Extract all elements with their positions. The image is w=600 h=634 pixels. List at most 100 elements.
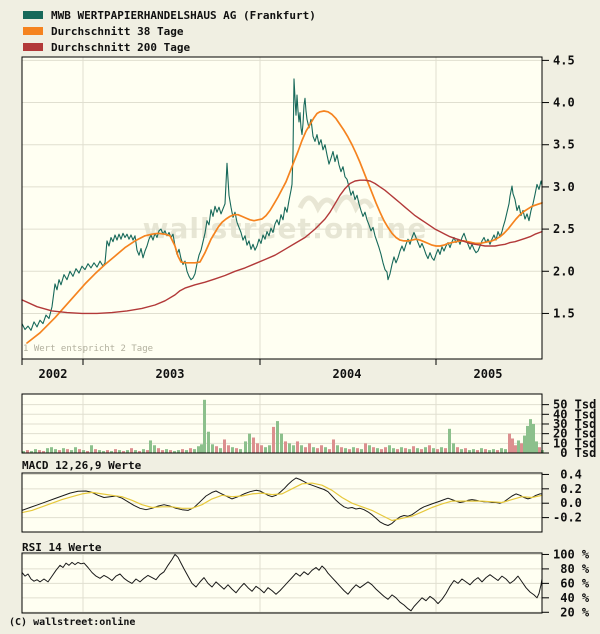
volume-bar [50, 447, 53, 453]
volume-bar [74, 447, 77, 453]
volume-bar [62, 448, 65, 453]
volume-bar [468, 450, 471, 453]
volume-bar [153, 445, 156, 453]
volume-bar [420, 449, 423, 453]
volume-bar [66, 449, 69, 453]
volume-bar [252, 437, 255, 453]
volume-bar [58, 450, 61, 453]
volume-bar [90, 445, 93, 453]
volume-bar [400, 447, 403, 453]
main-y-tick-label: 3.0 [553, 180, 575, 194]
ma38-color-swatch [23, 27, 43, 35]
volume-bar [348, 449, 351, 453]
watermark-logo-icon [297, 194, 375, 214]
volume-bar [203, 399, 206, 453]
macd-y-tick-label: 0.0 [553, 496, 582, 510]
volume-bar [70, 450, 73, 453]
volume-y-tick-label: 30 Tsd [553, 417, 596, 431]
volume-bar [308, 443, 311, 453]
volume-bar [161, 450, 164, 453]
volume-bar [408, 449, 411, 453]
volume-bar [78, 449, 81, 453]
volume-bar [235, 448, 238, 453]
watermark-text: wallstreet:online [143, 212, 428, 245]
panel-border [21, 56, 543, 360]
volume-bar [332, 439, 335, 453]
volume-bar [340, 447, 343, 453]
volume-y-tick-label: 10 Tsd [553, 436, 596, 450]
volume-bar [26, 450, 29, 453]
legend-item-price: MWB WERTPAPIERHANDELSHAUS AG (Frankfurt) [23, 7, 316, 23]
volume-bar [296, 441, 299, 453]
volume-bar [157, 448, 160, 453]
legend-label-price: MWB WERTPAPIERHANDELSHAUS AG (Frankfurt) [51, 8, 316, 22]
volume-bar [118, 450, 121, 453]
volume-bar [54, 449, 57, 453]
main-y-tick-label: 4.0 [553, 96, 575, 110]
volume-bar [231, 447, 234, 453]
volume-bar [476, 450, 479, 453]
volume-bar [173, 451, 176, 453]
volume-bar [193, 449, 196, 453]
volume-bar [185, 450, 188, 453]
volume-bar [538, 447, 541, 453]
volume-bar [328, 449, 331, 453]
volume-bar [42, 451, 45, 453]
volume-bar [280, 433, 283, 453]
volume-bar [416, 448, 419, 453]
volume-bar [364, 443, 367, 453]
volume-bar [272, 426, 275, 453]
legend-item-ma38: Durchschnitt 38 Tage [23, 23, 316, 39]
volume-bar [239, 449, 242, 453]
volume-bar [264, 447, 267, 453]
year-label-2002: 2002 [39, 367, 68, 381]
volume-bar [436, 449, 439, 453]
macd-line [21, 477, 543, 526]
volume-bar [529, 419, 532, 453]
price-color-swatch [23, 11, 43, 19]
volume-bar [22, 451, 25, 453]
volume-bar [130, 448, 133, 453]
scale-annotation: 1 Wert entspricht 2 Tage [23, 344, 154, 354]
volume-bar [30, 451, 33, 453]
volume-bar [352, 447, 355, 453]
ma200-color-swatch [23, 43, 43, 51]
volume-bar [304, 447, 307, 453]
macd-panel-title: MACD 12,26,9 Werte [22, 459, 142, 472]
volume-bar [102, 451, 105, 453]
rsi-y-tick-label: 100 % [553, 547, 590, 561]
volume-bar [227, 445, 230, 453]
macd-signal-line [21, 482, 543, 522]
volume-bar [440, 447, 443, 453]
plot-background [22, 57, 542, 359]
volume-y-tick-label: 50 Tsd [553, 398, 596, 412]
rsi-y-tick-label: 40 % [553, 591, 590, 605]
volume-bar [424, 447, 427, 453]
volume-bar [392, 448, 395, 453]
volume-bar [211, 444, 214, 453]
volume-bar [360, 449, 363, 453]
main-y-tick-label: 3.5 [553, 138, 575, 152]
year-label-2003: 2003 [156, 367, 185, 381]
volume-bar [149, 440, 152, 453]
volume-bar [380, 449, 383, 453]
volume-bar [126, 450, 129, 453]
price-line [21, 78, 543, 331]
rsi-y-tick-label: 20 % [553, 605, 590, 619]
volume-bar [146, 450, 149, 453]
volume-bar [324, 447, 327, 453]
year-label-2004: 2004 [333, 367, 362, 381]
year-label-2005: 2005 [474, 367, 503, 381]
volume-bar [388, 445, 391, 453]
volume-bar [456, 447, 459, 453]
volume-bar [432, 448, 435, 453]
volume-bar [106, 450, 109, 453]
volume-bar [514, 445, 517, 453]
volume-bar [460, 449, 463, 453]
main-y-tick-label: 2.5 [553, 222, 575, 236]
volume-bar [532, 423, 535, 453]
volume-bar [256, 443, 259, 453]
volume-bar [38, 450, 41, 453]
